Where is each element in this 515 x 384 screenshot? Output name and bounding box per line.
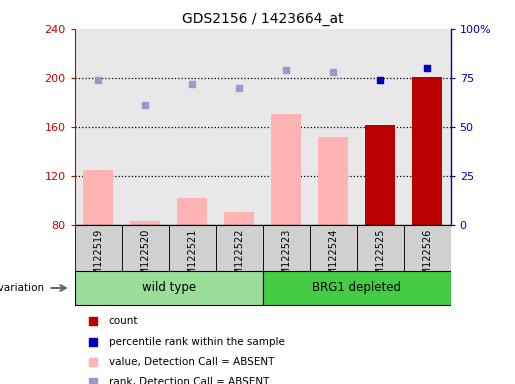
Text: GSM122523: GSM122523 (281, 229, 291, 288)
Point (423, 65, 431, 71)
Point (94, 77, 102, 83)
Text: GSM122519: GSM122519 (93, 229, 103, 288)
Bar (130, 221, 161, 225)
Text: percentile rank within the sample: percentile rank within the sample (109, 337, 284, 347)
Bar (177, 198, 208, 225)
Point (376, 77, 384, 83)
Point (141, 102, 149, 108)
Point (430, 329, 438, 335)
Bar (310, 225, 356, 276)
Text: value, Detection Call = ABSENT: value, Detection Call = ABSENT (109, 358, 274, 367)
Text: GSM122524: GSM122524 (328, 229, 338, 288)
Point (329, 69, 337, 75)
Bar (75, 225, 122, 276)
Text: BRG1 depleted: BRG1 depleted (312, 281, 401, 294)
Text: GSM122522: GSM122522 (234, 229, 244, 288)
Text: rank, Detection Call = ABSENT: rank, Detection Call = ABSENT (109, 377, 269, 384)
Bar (75, 271, 263, 305)
Point (188, 81, 196, 87)
Bar (216, 225, 263, 276)
Text: GSM122520: GSM122520 (140, 229, 150, 288)
Bar (318, 137, 349, 225)
Bar (263, 271, 451, 305)
Bar (271, 114, 301, 225)
Bar (263, 225, 310, 276)
Text: GSM122521: GSM122521 (187, 229, 197, 288)
Bar (122, 225, 168, 276)
Title: GDS2156 / 1423664_at: GDS2156 / 1423664_at (182, 12, 344, 26)
Bar (365, 126, 396, 225)
Bar (356, 225, 404, 276)
Bar (412, 76, 442, 225)
Bar (404, 225, 451, 276)
Text: GSM122525: GSM122525 (375, 229, 385, 288)
Bar (168, 225, 216, 276)
Point (282, 67, 290, 73)
Text: wild type: wild type (142, 281, 196, 294)
Text: genotype/variation: genotype/variation (0, 283, 45, 293)
Bar (224, 212, 254, 225)
Text: count: count (109, 316, 138, 326)
Point (430, 147, 438, 153)
Text: GSM122526: GSM122526 (422, 229, 432, 288)
Bar (83, 170, 113, 225)
Point (235, 84, 243, 91)
